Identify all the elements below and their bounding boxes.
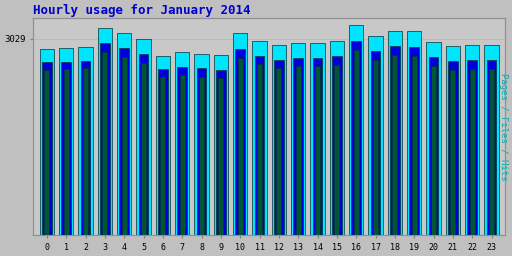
- Bar: [219, 78, 223, 235]
- Bar: [451, 70, 455, 235]
- Bar: [330, 41, 344, 235]
- Bar: [156, 56, 170, 235]
- Bar: [233, 33, 247, 235]
- Bar: [392, 55, 397, 235]
- Bar: [349, 25, 364, 235]
- Bar: [407, 31, 421, 235]
- Bar: [332, 56, 342, 235]
- Bar: [470, 69, 475, 235]
- Bar: [160, 77, 165, 235]
- Bar: [236, 49, 245, 235]
- Bar: [351, 41, 361, 235]
- Bar: [390, 46, 400, 235]
- Bar: [59, 48, 73, 235]
- Bar: [489, 69, 494, 235]
- Bar: [81, 61, 90, 235]
- Bar: [465, 46, 479, 235]
- Bar: [371, 51, 380, 235]
- Bar: [257, 65, 262, 235]
- Bar: [445, 46, 460, 235]
- Bar: [291, 43, 306, 235]
- Bar: [199, 77, 204, 235]
- Bar: [293, 58, 303, 235]
- Bar: [177, 67, 187, 235]
- Bar: [484, 46, 499, 235]
- Bar: [310, 43, 325, 235]
- Bar: [431, 66, 436, 235]
- Bar: [426, 42, 441, 235]
- Bar: [412, 56, 417, 235]
- Bar: [252, 41, 267, 235]
- Bar: [410, 47, 419, 235]
- Bar: [214, 55, 228, 235]
- Bar: [448, 61, 458, 235]
- Bar: [487, 60, 496, 235]
- Bar: [373, 60, 378, 235]
- Bar: [42, 62, 52, 235]
- Bar: [254, 56, 264, 235]
- Bar: [313, 58, 323, 235]
- Bar: [271, 45, 286, 235]
- Y-axis label: Pages / Files / Hits: Pages / Files / Hits: [499, 73, 508, 180]
- Bar: [100, 43, 110, 235]
- Bar: [45, 70, 49, 235]
- Bar: [274, 60, 284, 235]
- Bar: [388, 30, 402, 235]
- Bar: [61, 62, 71, 235]
- Bar: [429, 57, 438, 235]
- Bar: [64, 69, 69, 235]
- Bar: [276, 68, 281, 235]
- Bar: [238, 58, 243, 235]
- Bar: [175, 52, 189, 235]
- Bar: [141, 63, 146, 235]
- Bar: [102, 51, 107, 235]
- Bar: [39, 49, 54, 235]
- Bar: [98, 28, 112, 235]
- Bar: [216, 70, 226, 235]
- Bar: [158, 69, 167, 235]
- Bar: [180, 75, 185, 235]
- Bar: [315, 66, 320, 235]
- Text: Hourly usage for January 2014: Hourly usage for January 2014: [33, 4, 251, 17]
- Bar: [354, 50, 358, 235]
- Bar: [197, 69, 206, 235]
- Bar: [296, 66, 301, 235]
- Bar: [467, 60, 477, 235]
- Bar: [334, 65, 339, 235]
- Bar: [136, 39, 151, 235]
- Bar: [139, 54, 148, 235]
- Bar: [194, 54, 209, 235]
- Bar: [117, 33, 132, 235]
- Bar: [119, 48, 129, 235]
- Bar: [368, 36, 383, 235]
- Bar: [78, 47, 93, 235]
- Bar: [122, 57, 126, 235]
- Bar: [83, 69, 88, 235]
